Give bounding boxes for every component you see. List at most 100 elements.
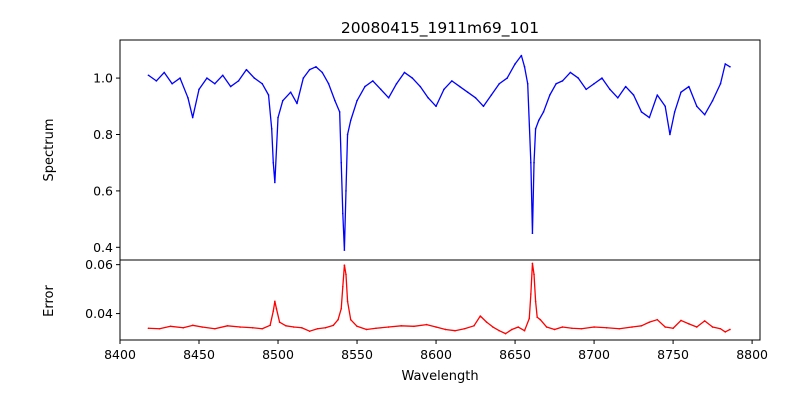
error-data-point [239,326,241,328]
error-data-point [498,329,501,332]
spectrum-data-point [555,82,557,85]
spectrum-data-point [624,85,627,88]
spectrum-data-point [466,91,469,93]
error-data-point [680,319,682,322]
error-data-point [293,326,295,328]
spectrum-data-point [656,94,659,96]
spectrum-data-point [187,97,189,99]
error-data-point [332,324,335,327]
error-data-point [688,323,690,325]
spectrum-data-point [163,71,166,74]
spectrum-y-tick-label: 1.0 [93,71,113,86]
error-data-point [656,318,659,321]
spectrum-data-point [214,82,216,85]
error-data-point [444,328,447,331]
spectrum-data-point [253,77,256,79]
error-data-point [274,300,276,303]
error-data-point [345,273,347,276]
spectrum-data-point [601,77,603,79]
error-data-point [337,318,339,321]
x-tick-label: 8600 [420,347,452,362]
spectrum-data-point [171,82,173,85]
spectrum-data-point [277,116,279,119]
spectrum-data-point [490,94,493,96]
error-data-point [605,326,608,329]
error-data-point [618,327,621,330]
error-data-point [191,324,194,327]
spectrum-data-point [356,99,358,102]
error-data-point [640,325,643,327]
error-data-point [580,327,583,330]
spectrum-data-point [343,249,346,251]
spectrum-data-point [514,63,516,65]
spectrum-data-point [419,85,422,88]
spectrum-data-point [443,88,445,91]
spectrum-data-point [632,94,635,96]
error-data-point [272,310,275,312]
error-data-point [251,326,254,329]
error-data-point [631,326,633,328]
error-data-point [545,326,548,328]
spectrum-data-point [482,105,485,108]
error-data-point [539,318,542,321]
spectrum-data-point [274,181,276,184]
spectrum-data-point [531,232,534,235]
spectrum-data-point [542,111,545,113]
spectrum-data-point [281,99,284,102]
spectrum-data-point [345,190,347,192]
x-tick-label: 8400 [104,347,136,362]
error-data-point [648,321,651,323]
spectrum-data-point [342,212,344,215]
error-data-point [400,325,403,327]
spectrum-data-point [561,80,564,82]
spectrum-y-tick-label: 0.4 [93,240,113,255]
spectrum-data-point [308,68,311,71]
error-data-point [342,285,344,288]
spectrum-data-point [315,65,317,68]
spectrum-data-point [711,99,714,102]
error-data-point [275,307,278,310]
spectrum-data-point [289,91,292,93]
error-data-point [413,325,415,328]
spectrum-data-point [261,82,264,85]
spectrum-data-point [206,77,208,79]
error-y-tick-label: 0.04 [85,306,113,321]
spectrum-data-point [245,68,248,71]
spectrum-data-point [609,88,611,91]
spectrum-data-point [155,80,158,82]
x-tick-label: 8750 [657,347,689,362]
error-data-point [672,327,674,330]
spectrum-data-point [719,82,722,85]
error-data-point [214,327,216,330]
error-data-point [269,324,271,327]
spectrum-data-point [729,65,731,68]
spectrum-data-point [372,80,374,82]
spectrum-data-point [338,111,341,113]
spectrum-data-point [673,111,676,113]
x-tick-label: 8450 [183,347,215,362]
spectrum-data-point [664,105,666,108]
spectrum-data-point [340,161,343,164]
x-axis-label: Wavelength [401,369,478,384]
spectrum-data-point [530,161,532,164]
spectrum-data-point [346,133,349,136]
spectrum-data-point [272,161,275,164]
spectrum-data-point [526,82,529,85]
error-y-ticks: 0.04 0.06 [85,257,120,321]
spectrum-data-point [334,99,336,102]
spectrum-data-point [379,88,382,91]
error-data-point [340,307,343,310]
spectrum-data-point [302,77,305,79]
error-data-point [346,300,349,303]
error-data-point [593,326,595,328]
spectrum-data-point [593,82,595,85]
spectrum-data-point [198,88,200,91]
spectrum-data-point [703,113,706,116]
error-data-point [504,332,507,335]
error-data-point [316,327,319,330]
spectrum-data-point [147,74,150,77]
error-y-axis-label: Error [42,285,57,317]
error-data-point [285,325,287,327]
error-data-point [147,327,150,330]
